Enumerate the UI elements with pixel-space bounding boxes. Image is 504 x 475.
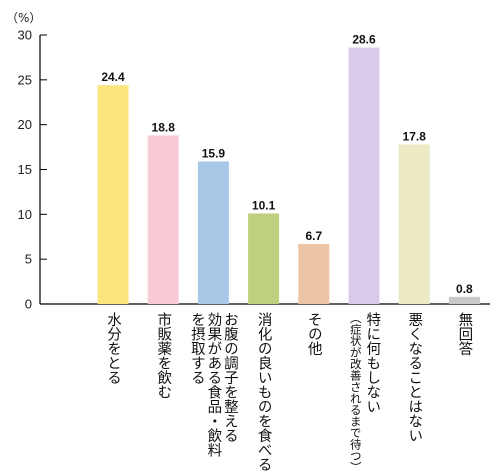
value-labels: 24.4 18.8 15.9 10.1 6.7 28.6 17.8 0.8	[101, 33, 473, 296]
bar	[97, 85, 129, 304]
category-label: 消化の良いものを食べる	[256, 312, 272, 472]
bar	[298, 243, 330, 304]
value-label: 28.6	[352, 33, 376, 47]
value-label: 0.8	[456, 282, 473, 296]
category-label: 無回答	[456, 312, 472, 356]
bars	[97, 47, 480, 304]
y-tick-label: 0	[25, 297, 32, 312]
category-label: 効果がある食品・飲料	[205, 312, 221, 458]
category-label: その他	[306, 312, 322, 357]
value-label: 15.9	[202, 146, 226, 160]
category-label: お腹の調子を整える	[222, 312, 238, 443]
y-axis-ticks: 0 5 10 15 20 25 30	[18, 28, 47, 312]
value-label: 10.1	[252, 198, 276, 212]
bar	[248, 213, 280, 304]
category-label: 水分をとる	[105, 312, 121, 385]
bar	[147, 135, 179, 304]
y-tick-label: 5	[25, 252, 32, 267]
value-label: 18.8	[152, 120, 176, 134]
category-label: を摂取する	[189, 312, 205, 385]
y-tick-label: 30	[18, 28, 32, 43]
value-label: 24.4	[101, 70, 125, 84]
value-label: 6.7	[305, 229, 322, 243]
value-label: 17.8	[403, 129, 427, 143]
y-tick-label: 20	[18, 117, 32, 132]
bar	[448, 296, 480, 304]
category-label: 特に何もしない	[364, 312, 380, 414]
category-label: 市販薬を飲む	[155, 312, 171, 400]
category-label: （症状が改善されるまで待つ）	[349, 312, 363, 473]
y-tick-label: 15	[18, 162, 32, 177]
category-label: 悪くなることはない	[406, 312, 422, 443]
bar	[348, 47, 380, 304]
y-tick-label: 10	[18, 207, 32, 222]
y-axis-unit-label: （%）	[6, 11, 41, 25]
bar	[197, 161, 229, 304]
y-tick-label: 25	[18, 72, 32, 87]
bar	[398, 144, 430, 304]
